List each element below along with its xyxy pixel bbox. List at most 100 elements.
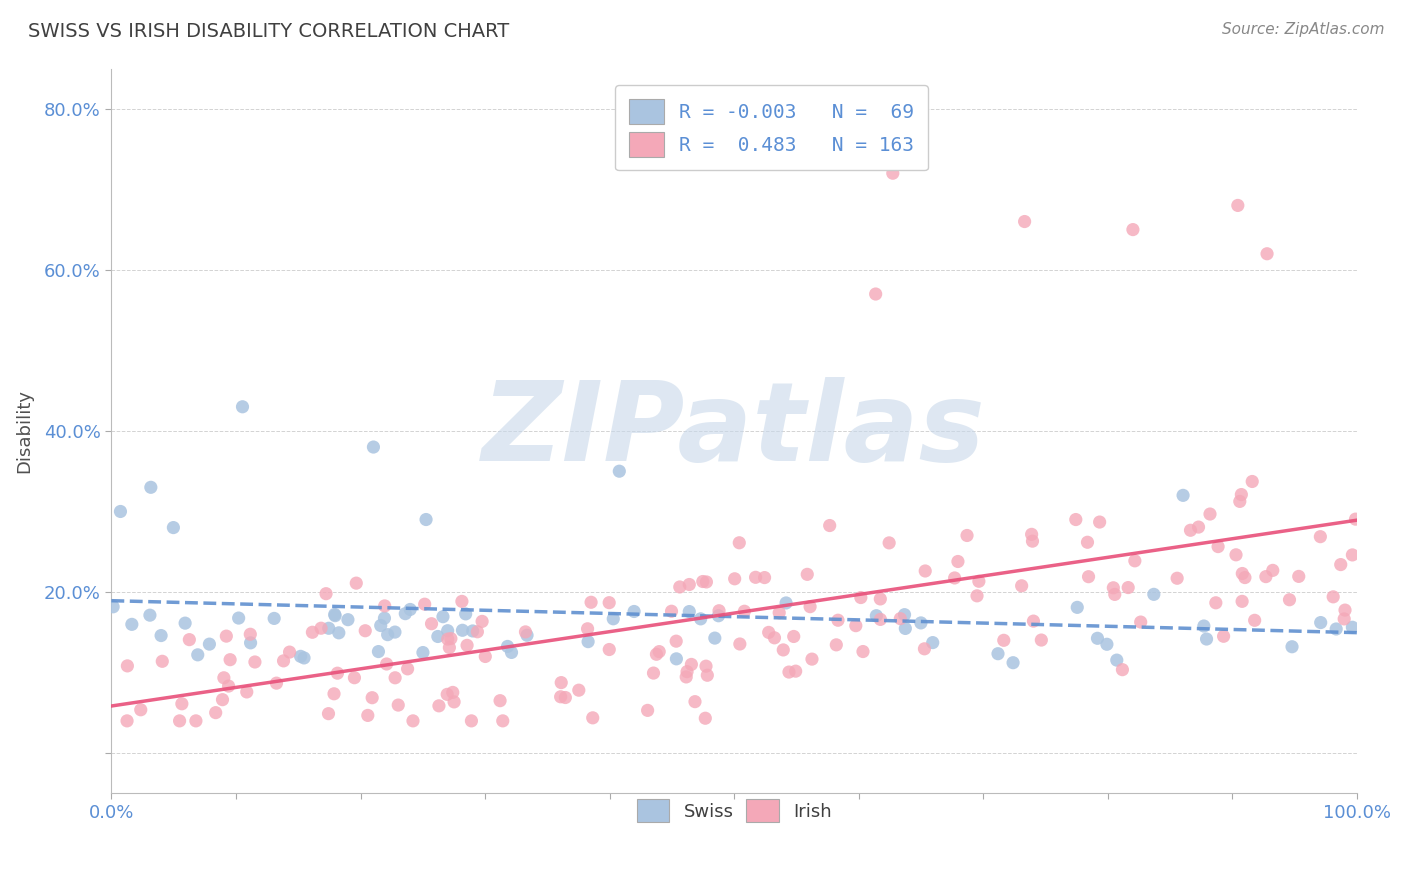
Point — [361, 690, 384, 705]
Point — [413, 597, 436, 611]
Point — [1341, 620, 1364, 634]
Point — [550, 690, 572, 704]
Point — [323, 687, 346, 701]
Point — [101, 599, 124, 614]
Point — [357, 708, 380, 723]
Point — [582, 711, 605, 725]
Point — [912, 641, 935, 656]
Point — [239, 627, 262, 641]
Point — [211, 692, 233, 706]
Point — [921, 635, 943, 649]
Point — [121, 617, 143, 632]
Point — [441, 685, 464, 699]
Point — [1002, 656, 1025, 670]
Point — [668, 580, 690, 594]
Point — [318, 621, 340, 635]
Point — [1230, 594, 1253, 608]
Point — [461, 624, 484, 638]
Point — [818, 518, 841, 533]
Point — [436, 624, 458, 638]
Point — [399, 602, 422, 616]
Point — [292, 651, 315, 665]
Point — [436, 687, 458, 701]
Point — [579, 595, 602, 609]
Point — [115, 714, 138, 728]
Point — [377, 627, 399, 641]
Point — [825, 638, 848, 652]
Point — [956, 528, 979, 542]
Point — [707, 608, 730, 623]
Point — [187, 648, 209, 662]
Point — [1205, 596, 1227, 610]
Point — [323, 607, 346, 622]
Point — [150, 654, 173, 668]
Point — [326, 666, 349, 681]
Point — [231, 400, 253, 414]
Point — [576, 634, 599, 648]
Point — [1064, 512, 1087, 526]
Point — [1087, 632, 1109, 646]
Point — [323, 608, 346, 623]
Point — [1180, 523, 1202, 537]
Point — [236, 685, 259, 699]
Point — [1105, 653, 1128, 667]
Point — [427, 698, 450, 713]
Point — [273, 654, 295, 668]
Point — [869, 591, 891, 606]
Point — [489, 694, 512, 708]
Point — [607, 464, 630, 478]
Point — [426, 630, 449, 644]
Point — [703, 631, 725, 645]
Point — [1256, 246, 1278, 260]
Point — [1233, 570, 1256, 584]
Point — [696, 668, 718, 682]
Point — [439, 640, 461, 655]
Point — [827, 613, 849, 627]
Point — [695, 574, 717, 589]
Point — [204, 706, 226, 720]
Point — [683, 695, 706, 709]
Point — [1278, 592, 1301, 607]
Point — [218, 679, 240, 693]
Point — [263, 611, 285, 625]
Point — [1324, 622, 1347, 636]
Point — [602, 612, 624, 626]
Point — [384, 625, 406, 640]
Point — [1232, 566, 1254, 581]
Point — [598, 642, 620, 657]
Point — [1230, 487, 1253, 501]
Point — [707, 604, 730, 618]
Point — [1341, 548, 1364, 562]
Point — [420, 616, 443, 631]
Point — [1021, 534, 1043, 549]
Point — [460, 714, 482, 728]
Point — [219, 653, 242, 667]
Point — [1199, 507, 1222, 521]
Point — [845, 618, 868, 632]
Point — [212, 671, 235, 685]
Point — [678, 577, 700, 591]
Point — [384, 671, 406, 685]
Point — [1123, 554, 1146, 568]
Point — [367, 644, 389, 658]
Point — [763, 631, 786, 645]
Point — [243, 655, 266, 669]
Point — [162, 520, 184, 534]
Point — [373, 611, 395, 625]
Point — [1243, 613, 1265, 627]
Point — [778, 665, 800, 679]
Point — [443, 695, 465, 709]
Point — [676, 665, 699, 679]
Point — [315, 587, 337, 601]
Text: ZIPatlas: ZIPatlas — [482, 377, 986, 484]
Point — [1014, 214, 1036, 228]
Point — [695, 659, 717, 673]
Y-axis label: Disability: Disability — [15, 389, 32, 473]
Point — [1261, 563, 1284, 577]
Point — [396, 662, 419, 676]
Point — [179, 632, 201, 647]
Point — [849, 591, 872, 605]
Point — [1281, 640, 1303, 654]
Point — [375, 657, 398, 671]
Text: SWISS VS IRISH DISABILITY CORRELATION CHART: SWISS VS IRISH DISABILITY CORRELATION CH… — [28, 22, 509, 41]
